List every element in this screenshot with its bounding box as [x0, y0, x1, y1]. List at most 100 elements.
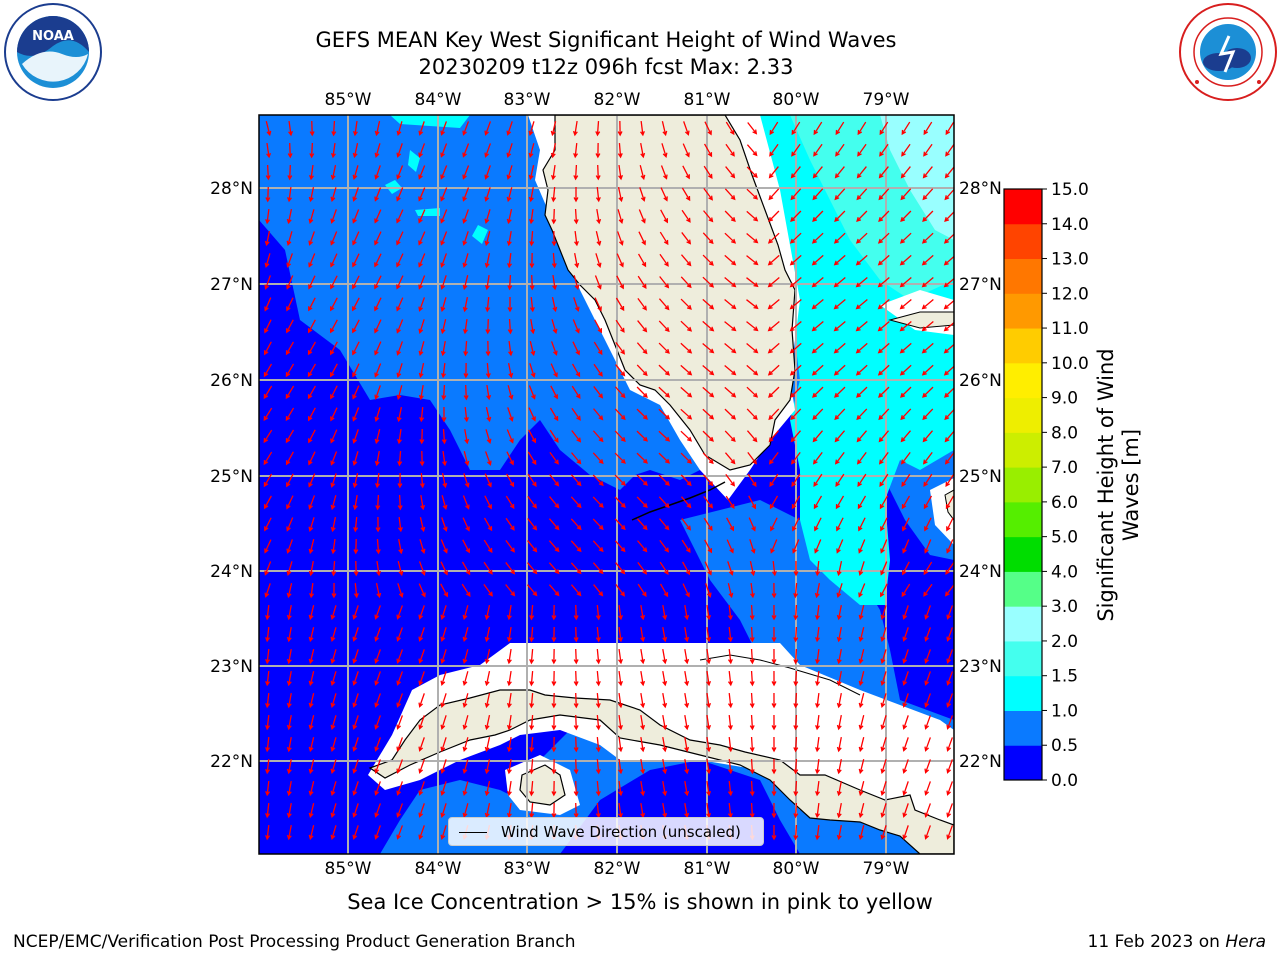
wave-direction-arrow [902, 649, 909, 664]
wave-direction-arrow [286, 626, 292, 643]
colorbar-segment [1004, 467, 1042, 503]
wave-direction-arrow [857, 143, 867, 157]
wave-direction-arrow [418, 759, 425, 774]
wave-direction-arrow [858, 605, 865, 621]
wave-direction-arrow [658, 342, 670, 354]
wave-direction-arrow [813, 121, 823, 136]
wave-direction-arrow [396, 825, 404, 840]
wave-direction-arrow [858, 759, 865, 775]
wave-direction-arrow [440, 759, 447, 774]
wave-direction-arrow [771, 736, 777, 753]
wave-direction-arrow [484, 253, 491, 269]
wave-direction-arrow [771, 758, 777, 775]
wave-direction-arrow [308, 429, 316, 444]
wave-direction-arrow [550, 341, 558, 356]
wave-direction-arrow [330, 517, 337, 533]
wave-direction-arrow [836, 759, 842, 775]
wave-direction-arrow [792, 539, 800, 554]
wave-direction-arrow [858, 715, 865, 731]
wave-direction-arrow [484, 715, 491, 731]
wave-direction-arrow [352, 649, 359, 664]
wave-direction-arrow [724, 408, 737, 420]
wave-direction-arrow [658, 430, 671, 442]
wave-direction-arrow [902, 517, 910, 532]
wave-direction-arrow [767, 342, 780, 354]
wave-direction-arrow [527, 518, 538, 531]
lon-label-bottom: 82°W [594, 859, 641, 879]
wave-direction-arrow [286, 297, 294, 312]
wave-direction-arrow [308, 187, 315, 203]
wave-direction-arrow [352, 671, 359, 686]
wave-direction-arrow [836, 671, 842, 687]
wave-direction-arrow [440, 649, 447, 664]
wave-direction-arrow [878, 430, 890, 443]
wave-direction-arrow [702, 254, 714, 266]
wave-direction-arrow [330, 649, 337, 665]
colorbar-segment [1004, 223, 1042, 260]
wave-direction-arrow [636, 518, 648, 531]
wave-direction-arrow [330, 495, 337, 511]
wave-direction-arrow [440, 275, 447, 290]
wave-direction-arrow [682, 165, 690, 180]
wave-direction-arrow [352, 363, 360, 378]
wave-direction-arrow [418, 143, 426, 158]
wave-direction-arrow [746, 255, 759, 266]
wave-direction-arrow [815, 626, 820, 643]
wave-direction-arrow [419, 517, 426, 533]
wave-direction-arrow [684, 626, 690, 643]
wave-direction-arrow [462, 759, 469, 775]
wave-direction-arrow [330, 803, 337, 819]
wave-direction-arrow [396, 649, 404, 664]
wave-direction-arrow [308, 671, 315, 687]
wave-direction-arrow [815, 670, 820, 687]
wave-direction-arrow [572, 341, 580, 356]
wave-direction-arrow [815, 692, 820, 709]
wave-direction-arrow [441, 406, 447, 423]
lat-label-left: 25°N [210, 467, 253, 487]
wave-direction-arrow [769, 495, 779, 510]
wave-direction-arrow [746, 299, 759, 310]
wave-direction-arrow [767, 276, 780, 288]
wave-direction-arrow [702, 298, 715, 310]
wave-direction-arrow [528, 121, 535, 137]
wave-direction-arrow [767, 232, 780, 244]
wave-direction-arrow [944, 166, 954, 179]
wave-direction-arrow [767, 320, 780, 332]
wave-direction-arrow [833, 364, 846, 376]
wave-direction-arrow [922, 452, 933, 465]
wave-direction-arrow [376, 560, 382, 577]
wave-direction-arrow [330, 165, 337, 181]
wave-direction-arrow [551, 230, 557, 247]
wave-direction-arrow [528, 186, 534, 203]
wave-direction-arrow [462, 517, 470, 532]
wave-direction-arrow [573, 208, 579, 225]
wave-direction-arrow [330, 715, 337, 731]
wave-direction-arrow [768, 210, 780, 222]
wave-direction-arrow [811, 342, 824, 354]
wave-direction-arrow [352, 781, 359, 796]
wave-direction-arrow [944, 408, 954, 421]
wave-direction-arrow [640, 648, 646, 665]
wave-direction-arrow [789, 364, 802, 376]
wave-direction-arrow [396, 737, 404, 752]
wave-direction-arrow [682, 583, 690, 598]
wave-direction-arrow [835, 143, 845, 157]
wave-direction-arrow [286, 253, 293, 268]
wave-direction-arrow [858, 825, 865, 841]
wave-direction-arrow [507, 274, 513, 291]
wave-direction-arrow [899, 232, 912, 244]
wave-direction-arrow [330, 737, 337, 753]
wave-direction-arrow [749, 561, 756, 577]
colorbar-segment [1004, 536, 1042, 572]
wave-direction-arrow [396, 407, 403, 423]
wave-direction-arrow [902, 627, 909, 642]
wave-direction-arrow [595, 670, 601, 687]
wave-direction-arrow [924, 803, 931, 818]
wave-direction-arrow [706, 802, 712, 819]
wave-direction-arrow [812, 386, 824, 398]
wave-direction-arrow [812, 408, 824, 421]
wave-direction-arrow [549, 451, 559, 465]
wave-direction-arrow [594, 319, 602, 334]
wave-direction-arrow [880, 671, 887, 686]
wave-direction-arrow [658, 452, 671, 464]
